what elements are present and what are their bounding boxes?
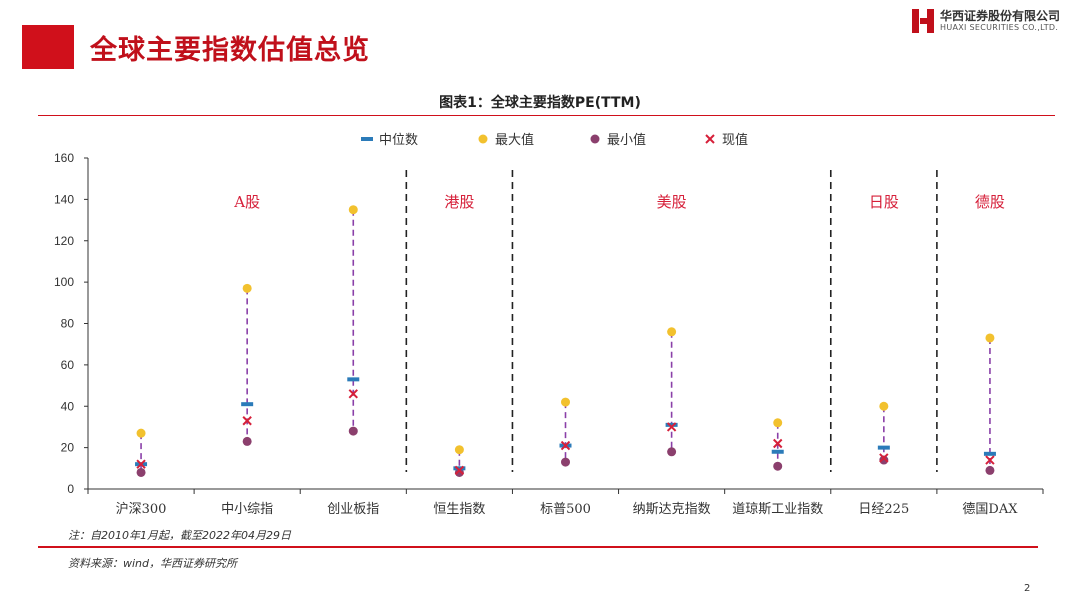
- max-point: [561, 397, 570, 407]
- page-title: 全球主要指数估值总览: [90, 35, 370, 66]
- x-tick-label: 纳斯达克指数: [633, 502, 711, 517]
- median-marker: [453, 466, 466, 471]
- y-tick-label: 20: [61, 441, 75, 455]
- legend-label: 中位数: [379, 133, 418, 148]
- logo-mark-icon: [912, 9, 934, 33]
- min-point: [879, 455, 889, 465]
- group-label: 美股: [657, 193, 687, 211]
- logo-name-en: HUAXI SECURITIES CO.,LTD.: [940, 23, 1059, 32]
- page-number: 2: [1024, 583, 1031, 594]
- company-logo: 华西证券股份有限公司 HUAXI SECURITIES CO.,LTD.: [912, 9, 1060, 33]
- y-tick-label: 60: [61, 358, 75, 372]
- group-label: 德股: [975, 193, 1005, 211]
- legend-label: 现值: [722, 132, 748, 148]
- median-marker: [347, 377, 360, 382]
- median-marker: [241, 402, 254, 407]
- legend-min-icon: [590, 134, 600, 144]
- current-marker: [985, 455, 995, 465]
- group-label: A股: [233, 193, 260, 211]
- y-tick-label: 0: [67, 482, 74, 496]
- logo-name-cn: 华西证券股份有限公司: [940, 9, 1061, 23]
- max-point: [773, 418, 783, 428]
- y-tick-label: 160: [54, 151, 74, 165]
- current-marker: [136, 459, 146, 469]
- x-tick-label: 标普500: [540, 502, 591, 517]
- min-point: [773, 461, 783, 471]
- x-tick-label: 道琼斯工业指数: [732, 502, 823, 517]
- max-point: [454, 445, 464, 455]
- min-point: [561, 457, 570, 467]
- top-divider: [38, 115, 1055, 116]
- min-point: [667, 447, 677, 457]
- median-marker: [983, 451, 996, 456]
- min-point: [242, 436, 252, 446]
- min-point: [348, 426, 358, 436]
- current-marker: [560, 440, 571, 451]
- y-tick-label: 40: [61, 399, 75, 413]
- max-point: [879, 401, 889, 411]
- y-tick-label: 80: [61, 317, 75, 331]
- legend-median-icon: [361, 137, 373, 141]
- min-point: [985, 465, 995, 475]
- max-point: [242, 283, 252, 293]
- median-marker: [771, 449, 784, 454]
- x-tick-label: 创业板指: [327, 502, 379, 517]
- x-tick-label: 德国DAX: [962, 502, 1018, 517]
- median-marker: [877, 445, 890, 450]
- chart-source: 资料来源：wind，华西证券研究所: [68, 557, 238, 570]
- current-marker: [879, 453, 889, 463]
- group-label: 港股: [444, 193, 474, 211]
- current-marker: [348, 389, 358, 399]
- max-point: [136, 428, 146, 438]
- legend-current-icon: [705, 134, 715, 144]
- legend-label: 最大值: [495, 132, 534, 148]
- max-point: [667, 327, 677, 337]
- legend-max-icon: [478, 134, 488, 144]
- chart-title: 图表1：全球主要指数PE(TTM): [439, 95, 641, 111]
- y-tick-label: 140: [54, 192, 74, 206]
- bottom-divider: [38, 546, 1038, 548]
- min-point: [136, 467, 146, 477]
- title-accent-bar: [22, 25, 74, 69]
- current-marker: [454, 465, 465, 476]
- legend-label: 最小值: [607, 132, 646, 148]
- x-tick-label: 日经225: [858, 502, 909, 517]
- x-tick-label: 中小综指: [221, 502, 273, 517]
- group-label: 日股: [869, 193, 899, 211]
- max-point: [985, 333, 995, 343]
- current-marker: [242, 416, 252, 426]
- current-marker: [666, 422, 677, 432]
- median-marker: [665, 422, 678, 427]
- y-tick-label: 120: [54, 234, 74, 248]
- x-tick-label: 恒生指数: [433, 502, 485, 517]
- y-tick-label: 100: [54, 275, 74, 289]
- max-point: [348, 205, 358, 215]
- x-tick-label: 沪深300: [116, 501, 167, 517]
- current-marker: [773, 438, 783, 449]
- chart-note: 注：自2010年1月起，截至2022年04月29日: [68, 529, 291, 542]
